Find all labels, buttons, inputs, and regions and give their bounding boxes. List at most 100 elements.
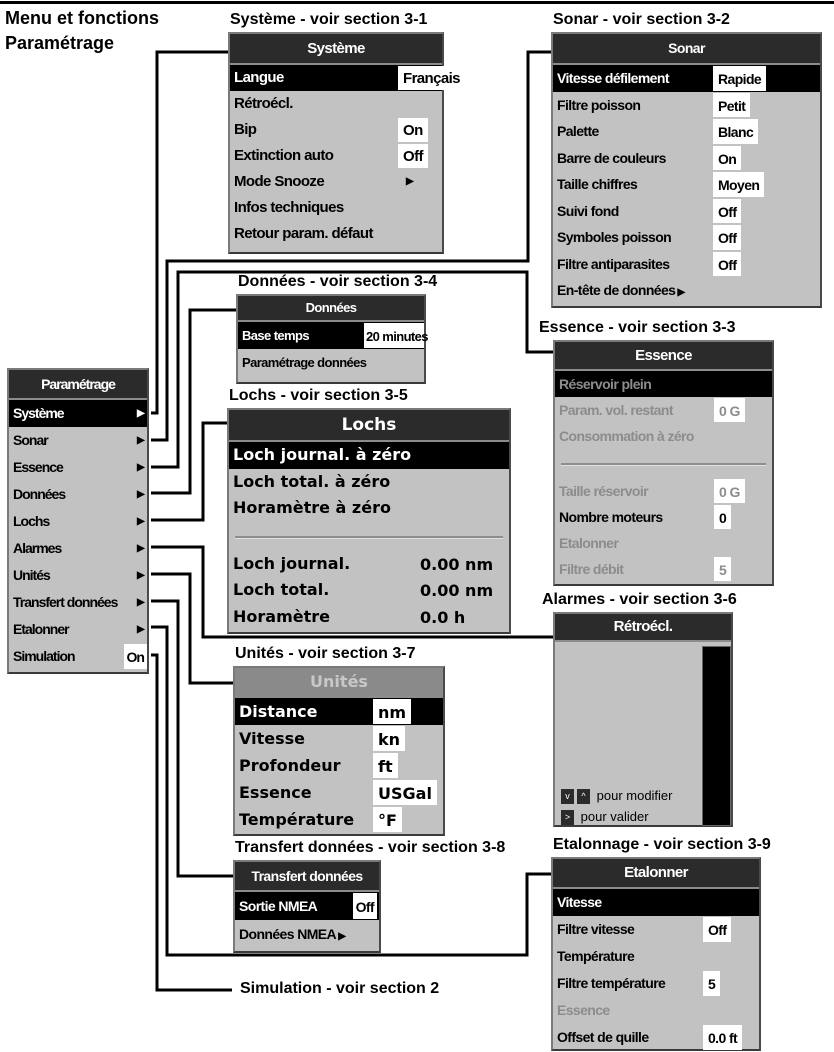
menu-item-value[interactable]: 0 G — [714, 479, 745, 503]
menu-item-value[interactable]: 0.00 nm — [420, 581, 494, 600]
menu-item-label: Simulation — [13, 648, 76, 664]
menu-item[interactable]: Données ▶ — [9, 481, 147, 508]
menu-item[interactable]: Vitesse défilement Rapide — [553, 65, 820, 92]
menu-item[interactable]: Données NMEA ▶ — [235, 920, 379, 948]
menu-item[interactable]: Température °F — [235, 806, 443, 833]
menu-item[interactable]: Essence — [553, 997, 759, 1024]
menu-item[interactable]: Suivi fond Off — [553, 198, 820, 225]
menu-item-label: Nombre moteurs — [559, 509, 663, 525]
menu-item-value[interactable]: 5 — [714, 557, 732, 581]
menu-item[interactable]: Système ▶ — [9, 400, 147, 427]
menu-item-value[interactable]: Blanc — [713, 119, 759, 144]
sonar-panel: Sonar - voir section 3-2 Sonar Vitesse déf… — [551, 11, 822, 308]
menu-item-value[interactable]: 0.0 h — [420, 607, 466, 627]
menu-item-value[interactable]: Off — [703, 917, 732, 942]
connector-systeme — [151, 50, 228, 415]
menu-item-value[interactable]: 0 G — [714, 398, 745, 422]
menu-item[interactable]: Bip On — [230, 117, 442, 143]
menu-item-value[interactable]: Petit — [713, 92, 751, 117]
menu-item[interactable]: Horamètre 0.0 h — [229, 604, 509, 631]
menu-item-label: Données — [13, 486, 66, 502]
key-right-icon: > — [561, 810, 574, 826]
menu-item-value[interactable]: 0.00 nm — [420, 554, 494, 574]
menu-item-value[interactable]: Off — [713, 225, 742, 250]
menu-item[interactable]: Infos techniques — [230, 195, 442, 221]
menu-item[interactable]: Loch journal. à zéro — [229, 442, 509, 469]
menu-item-label: Vitesse — [239, 729, 305, 748]
menu-item-value[interactable]: °F — [373, 807, 402, 832]
menu-item[interactable]: Filtre température 5 — [553, 970, 759, 997]
menu-item[interactable]: En-tête de données ▶ — [553, 277, 820, 304]
menu-item[interactable]: Palette Blanc — [553, 118, 820, 145]
menu-item[interactable]: Filtre débit 5 — [555, 556, 772, 582]
menu-item[interactable]: Etalonner — [555, 530, 772, 556]
menu-item[interactable]: Transfert données ▶ — [9, 589, 147, 616]
menu-item[interactable]: Extinction auto Off — [230, 143, 442, 169]
menu-item[interactable]: Barre de couleurs On — [553, 145, 820, 172]
menu-item[interactable]: Langue Français — [230, 65, 465, 91]
menu-item[interactable]: Filtre vitesse Off — [553, 916, 759, 943]
menu-item[interactable]: Nombre moteurs 0 — [555, 504, 772, 530]
menu-item-value[interactable]: kn — [373, 726, 406, 751]
menu-item[interactable]: Retour param. défaut — [230, 221, 442, 247]
menu-item-value[interactable]: 0 — [714, 505, 732, 529]
menu-item[interactable]: Taille réservoir 0 G — [555, 478, 772, 504]
menu-item-value[interactable]: Off — [352, 893, 377, 919]
menu-item-value[interactable]: Français — [398, 66, 465, 90]
menu-item[interactable]: Rétroécl. — [230, 91, 442, 117]
hint-validate: > pour valider — [561, 809, 649, 826]
menu-item[interactable]: Unités ▶ — [9, 562, 147, 589]
menu-item[interactable]: Base temps 20 minutes — [238, 322, 429, 349]
menu-item-value[interactable]: Off — [713, 198, 742, 223]
panel-title: Données — [238, 296, 424, 322]
systeme-panel: Système - voir section 3-1 Système Langue F… — [228, 11, 465, 254]
menu-item[interactable]: Symboles poisson Off — [553, 224, 820, 251]
menu-item[interactable]: Horamètre à zéro — [229, 495, 509, 522]
menu-item-label: Loch total. à zéro — [233, 471, 391, 491]
menu-item-value[interactable]: Off — [713, 251, 742, 276]
menu-item[interactable]: Vitesse kn — [235, 725, 443, 752]
menu-item[interactable]: Offset de quille 0.0 ft — [553, 1024, 759, 1051]
triangle-right-icon: ▶ — [137, 597, 145, 608]
menu-item-value[interactable]: On — [398, 118, 428, 142]
menu-item[interactable]: Profondeur ft — [235, 752, 443, 779]
menu-item[interactable]: Filtre antiparasites Off — [553, 251, 820, 278]
menu-item-value[interactable]: On — [123, 644, 147, 669]
menu-item[interactable]: Sortie NMEA Off — [235, 892, 379, 920]
menu-item-value[interactable]: nm — [373, 699, 412, 724]
menu-item[interactable]: Taille chiffres Moyen — [553, 171, 820, 198]
menu-item[interactable]: Réservoir plein — [555, 371, 772, 397]
menu-item[interactable]: Distance nm — [235, 698, 443, 725]
menu-item[interactable]: Consommation à zéro — [555, 423, 772, 449]
menu-item-value[interactable]: ft — [373, 753, 398, 778]
menu-item-value[interactable]: Rapide — [713, 66, 767, 91]
menu-item[interactable]: Mode Snooze ▶ — [230, 169, 442, 195]
menu-item[interactable]: Loch total. à zéro — [229, 469, 509, 496]
menu-item[interactable]: Essence USGal — [235, 779, 443, 806]
menu-item[interactable]: Essence ▶ — [9, 454, 147, 481]
triangle-right-icon: ▶ — [137, 489, 145, 500]
menu-item-value[interactable]: 20 minutes — [364, 323, 429, 348]
backlight-level-bar[interactable] — [702, 646, 731, 826]
menu-item[interactable]: Filtre poisson Petit — [553, 92, 820, 119]
menu-item-label: Transfert données — [13, 594, 118, 610]
menu-item[interactable]: Paramétrage données — [238, 349, 424, 376]
menu-item-value[interactable]: Off — [398, 144, 428, 168]
menu-item[interactable]: Loch total. 0.00 nm — [229, 577, 509, 604]
menu-item[interactable]: Température — [553, 943, 759, 970]
menu-item[interactable]: Alarmes ▶ — [9, 535, 147, 562]
menu-item-value[interactable]: USGal — [373, 780, 437, 805]
menu-item-value[interactable]: 5 — [703, 971, 721, 996]
menu-item[interactable]: Lochs ▶ — [9, 508, 147, 535]
menu-item[interactable]: Loch journal. 0.00 nm — [229, 551, 509, 578]
menu-item-label: Essence — [557, 1002, 610, 1018]
menu-item[interactable]: Simulation On — [9, 643, 147, 670]
menu-item[interactable]: Etalonner ▶ — [9, 616, 147, 643]
menu-item[interactable]: Param. vol. restant 0 G — [555, 397, 772, 423]
menu-item-value[interactable]: Moyen — [713, 172, 765, 197]
menu-item-label: Température — [239, 810, 355, 829]
menu-item[interactable]: Sonar ▶ — [9, 427, 147, 454]
menu-item-value[interactable]: On — [713, 145, 742, 170]
menu-item[interactable]: Vitesse — [553, 889, 759, 916]
menu-item-value[interactable]: 0.0 ft — [703, 1025, 743, 1050]
